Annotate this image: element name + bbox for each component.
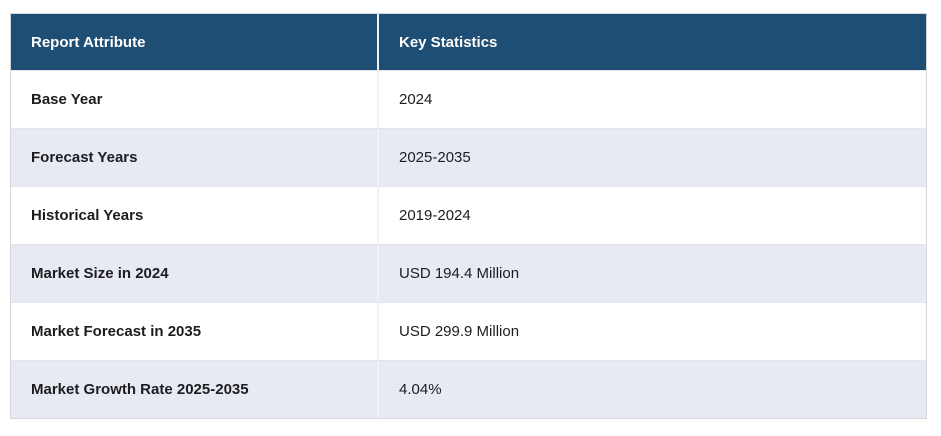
row-attribute-market-size: Market Size in 2024 — [11, 244, 377, 302]
row-attribute-forecast-years: Forecast Years — [11, 128, 377, 186]
row-attribute-historical-years: Historical Years — [11, 186, 377, 244]
row-attribute-market-forecast: Market Forecast in 2035 — [11, 302, 377, 360]
report-summary-table: Report Attribute Key Statistics Base Yea… — [10, 13, 927, 419]
row-attribute-growth-rate: Market Growth Rate 2025-2035 — [11, 360, 377, 418]
row-attribute-base-year: Base Year — [11, 70, 377, 128]
column-header-report-attribute: Report Attribute — [11, 14, 377, 70]
table-header: Report Attribute Key Statistics — [11, 14, 926, 70]
row-value-market-size: USD 194.4 Million — [377, 244, 926, 302]
row-value-forecast-years: 2025-2035 — [377, 128, 926, 186]
table-row: Market Growth Rate 2025-2035 4.04% — [11, 360, 926, 418]
table-body: Base Year 2024 Forecast Years 2025-2035 … — [11, 70, 926, 418]
table-row: Base Year 2024 — [11, 70, 926, 128]
row-value-market-forecast: USD 299.9 Million — [377, 302, 926, 360]
table-row: Forecast Years 2025-2035 — [11, 128, 926, 186]
row-value-historical-years: 2019-2024 — [377, 186, 926, 244]
table-row: Market Forecast in 2035 USD 299.9 Millio… — [11, 302, 926, 360]
table-row: Historical Years 2019-2024 — [11, 186, 926, 244]
table-row: Market Size in 2024 USD 194.4 Million — [11, 244, 926, 302]
row-value-base-year: 2024 — [377, 70, 926, 128]
row-value-growth-rate: 4.04% — [377, 360, 926, 418]
column-header-key-statistics: Key Statistics — [377, 14, 926, 70]
header-row: Report Attribute Key Statistics — [11, 14, 926, 70]
